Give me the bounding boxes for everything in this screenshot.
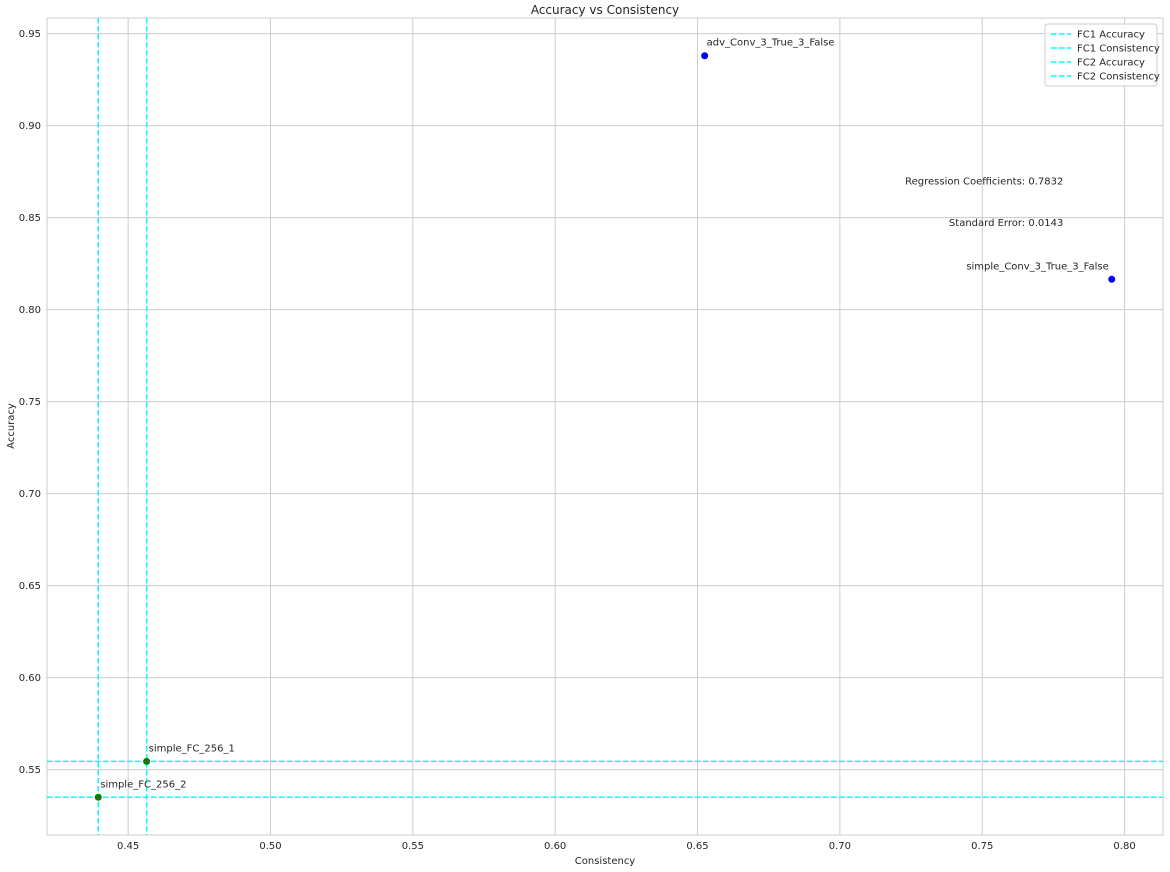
- data-point: [1108, 275, 1116, 283]
- data-point: [701, 52, 709, 60]
- data-point-label: simple_FC_256_1: [149, 743, 235, 754]
- x-tick-label: 0.60: [544, 841, 566, 852]
- data-point-label: adv_Conv_3_True_3_False: [707, 38, 835, 49]
- legend-entry: FC1 Accuracy: [1077, 30, 1145, 41]
- data-point-label: simple_Conv_3_True_3_False: [966, 261, 1108, 272]
- y-tick-label: 0.75: [19, 397, 41, 408]
- data-point: [143, 757, 151, 765]
- y-tick-label: 0.70: [19, 489, 41, 500]
- x-tick-label: 0.75: [971, 841, 993, 852]
- point-labels: adv_Conv_3_True_3_False simple_Conv_3_Tru…: [100, 38, 1109, 791]
- y-tick-labels: 0.55 0.60 0.65 0.70 0.75 0.80 0.85 0.90 0.95: [19, 29, 41, 776]
- reference-lines: [47, 18, 1163, 835]
- annotations: Regression Coefficients: 0.7832 Standard …: [905, 176, 1063, 228]
- legend-entry: FC2 Accuracy: [1077, 58, 1145, 69]
- y-axis-title: Accuracy: [6, 403, 17, 449]
- y-tick-label: 0.80: [19, 305, 41, 316]
- y-tick-label: 0.90: [19, 121, 41, 132]
- x-tick-label: 0.65: [686, 841, 708, 852]
- legend-entry: FC1 Consistency: [1077, 44, 1160, 55]
- y-tick-label: 0.85: [19, 213, 41, 224]
- x-tick-label: 0.80: [1113, 841, 1135, 852]
- x-tick-label: 0.50: [259, 841, 281, 852]
- x-tick-label: 0.45: [117, 841, 139, 852]
- y-tick-label: 0.60: [19, 673, 41, 684]
- x-tick-labels: 0.45 0.50 0.55 0.60 0.65 0.70 0.75 0.80: [117, 841, 1136, 852]
- data-point: [94, 793, 102, 801]
- plot-area: [46, 17, 1164, 836]
- legend: FC1 Accuracy FC1 Consistency FC2 Accuracy F…: [1044, 23, 1160, 87]
- y-tick-label: 0.95: [19, 29, 41, 40]
- chart-title: Accuracy vs Consistency: [531, 3, 679, 17]
- x-axis-title: Consistency: [575, 856, 636, 867]
- stat-annotation: Standard Error: 0.0143: [949, 218, 1063, 229]
- data-point-label: simple_FC_256_2: [100, 779, 186, 790]
- stat-annotation: Regression Coefficients: 0.7832: [905, 176, 1063, 187]
- grid-lines: [47, 18, 1163, 835]
- legend-entry: FC2 Consistency: [1077, 72, 1160, 83]
- x-tick-label: 0.55: [402, 841, 424, 852]
- y-tick-label: 0.65: [19, 581, 41, 592]
- y-tick-label: 0.55: [19, 765, 41, 776]
- x-tick-label: 0.70: [829, 841, 851, 852]
- data-points: [94, 52, 1116, 801]
- legend-box: [1044, 23, 1158, 87]
